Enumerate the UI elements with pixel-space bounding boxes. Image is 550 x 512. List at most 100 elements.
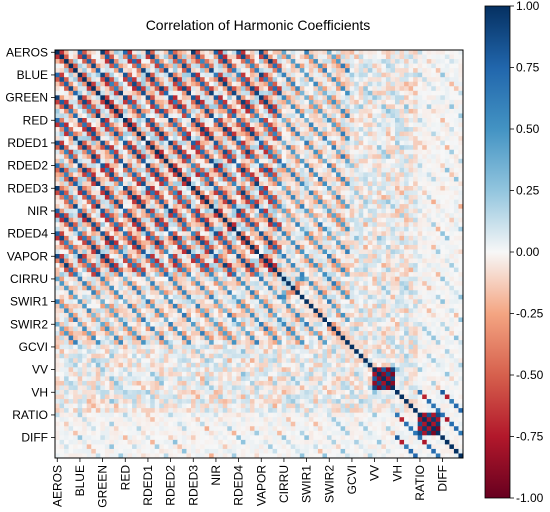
heatmap-cell [82,240,88,246]
heatmap-cell [272,77,278,83]
heatmap-cell [426,154,432,160]
heatmap-cell [290,118,296,123]
heatmap-cell [95,195,101,200]
heatmap-cell [417,181,423,187]
heatmap-cell [458,217,464,223]
heatmap-cell [186,104,192,110]
heatmap-cell [426,136,432,142]
heatmap-cell [395,240,400,246]
heatmap-cell [163,258,169,264]
heatmap-cell [327,163,332,169]
heatmap-cell [77,299,83,305]
heatmap-cell [272,276,278,282]
heatmap-cell [177,249,183,255]
heatmap-cell [95,140,101,146]
heatmap-cell [404,59,409,64]
heatmap-cell [132,95,137,101]
heatmap-cell [417,122,423,128]
heatmap-cell [91,154,97,160]
heatmap-cell [345,95,351,101]
heatmap-cell [59,63,65,69]
heatmap-cell [453,140,459,146]
heatmap-cell [404,294,409,300]
heatmap-cell [308,77,314,83]
heatmap-cell [236,136,242,142]
heatmap-cell [444,244,450,250]
heatmap-cell [381,104,387,110]
heatmap-cell [204,50,210,55]
heatmap-cell [77,285,83,291]
heatmap-cell [95,222,101,228]
heatmap-cell [191,213,196,219]
heatmap-cell [413,272,419,278]
heatmap-cell [385,208,391,214]
heatmap-cell [358,244,364,250]
heatmap-cell [172,213,178,219]
heatmap-cell [390,226,396,232]
heatmap-cell [204,226,210,232]
heatmap-cell [73,267,79,273]
heatmap-cell [399,113,405,119]
heatmap-cell [163,140,169,146]
heatmap-cell [145,195,151,200]
heatmap-cell [195,59,201,64]
heatmap-cell [136,254,142,259]
heatmap-cell [395,68,400,74]
heatmap-cell [154,199,160,205]
heatmap-cell [281,167,287,173]
heatmap-cell [209,77,215,83]
heatmap-cell [390,63,396,69]
heatmap-cell [308,122,314,128]
heatmap-cell [440,122,446,128]
heatmap-cell [222,158,228,164]
heatmap-cell [281,249,287,255]
heatmap-cell [376,145,382,151]
heatmap-cell [204,285,210,291]
heatmap-cell [331,154,337,160]
heatmap-cell [168,72,174,78]
heatmap-cell [227,199,233,205]
heatmap-cell [77,290,83,296]
heatmap-cell [181,122,187,128]
heatmap-cell [340,290,346,296]
heatmap-cell [200,145,205,151]
heatmap-cell [408,50,414,55]
heatmap-cell [222,290,228,296]
heatmap-cell [413,263,419,268]
heatmap-cell [422,276,428,282]
heatmap-cell [422,294,428,300]
heatmap-cell [231,186,237,191]
heatmap-cell [191,217,196,223]
heatmap-cell [172,235,178,241]
heatmap-cell [141,294,147,300]
heatmap-cell [458,240,464,246]
heatmap-cell [73,127,79,132]
heatmap-cell [395,167,400,173]
heatmap-cell [222,208,228,214]
heatmap-cell [367,181,373,187]
heatmap-cell [200,118,205,123]
heatmap-cell [299,272,305,278]
heatmap-cell [268,226,273,232]
heatmap-cell [272,68,278,74]
heatmap-cell [209,145,215,151]
heatmap-cell [195,145,201,151]
heatmap-cell [277,90,283,96]
heatmap-cell [68,118,74,123]
heatmap-cell [395,276,400,282]
heatmap-cell [422,72,428,78]
heatmap-cell [268,131,273,137]
heatmap-cell [363,249,369,255]
heatmap-cell [118,267,124,273]
heatmap-cell [345,267,351,273]
heatmap-cell [268,222,273,228]
heatmap-cell [327,77,332,83]
heatmap-cell [308,190,314,196]
heatmap-cell [449,167,455,173]
heatmap-cell [431,285,437,291]
heatmap-cell [209,235,215,241]
heatmap-cell [444,222,450,228]
heatmap-cell [254,240,260,246]
heatmap-cell [263,50,269,55]
heatmap-cell [254,249,260,255]
